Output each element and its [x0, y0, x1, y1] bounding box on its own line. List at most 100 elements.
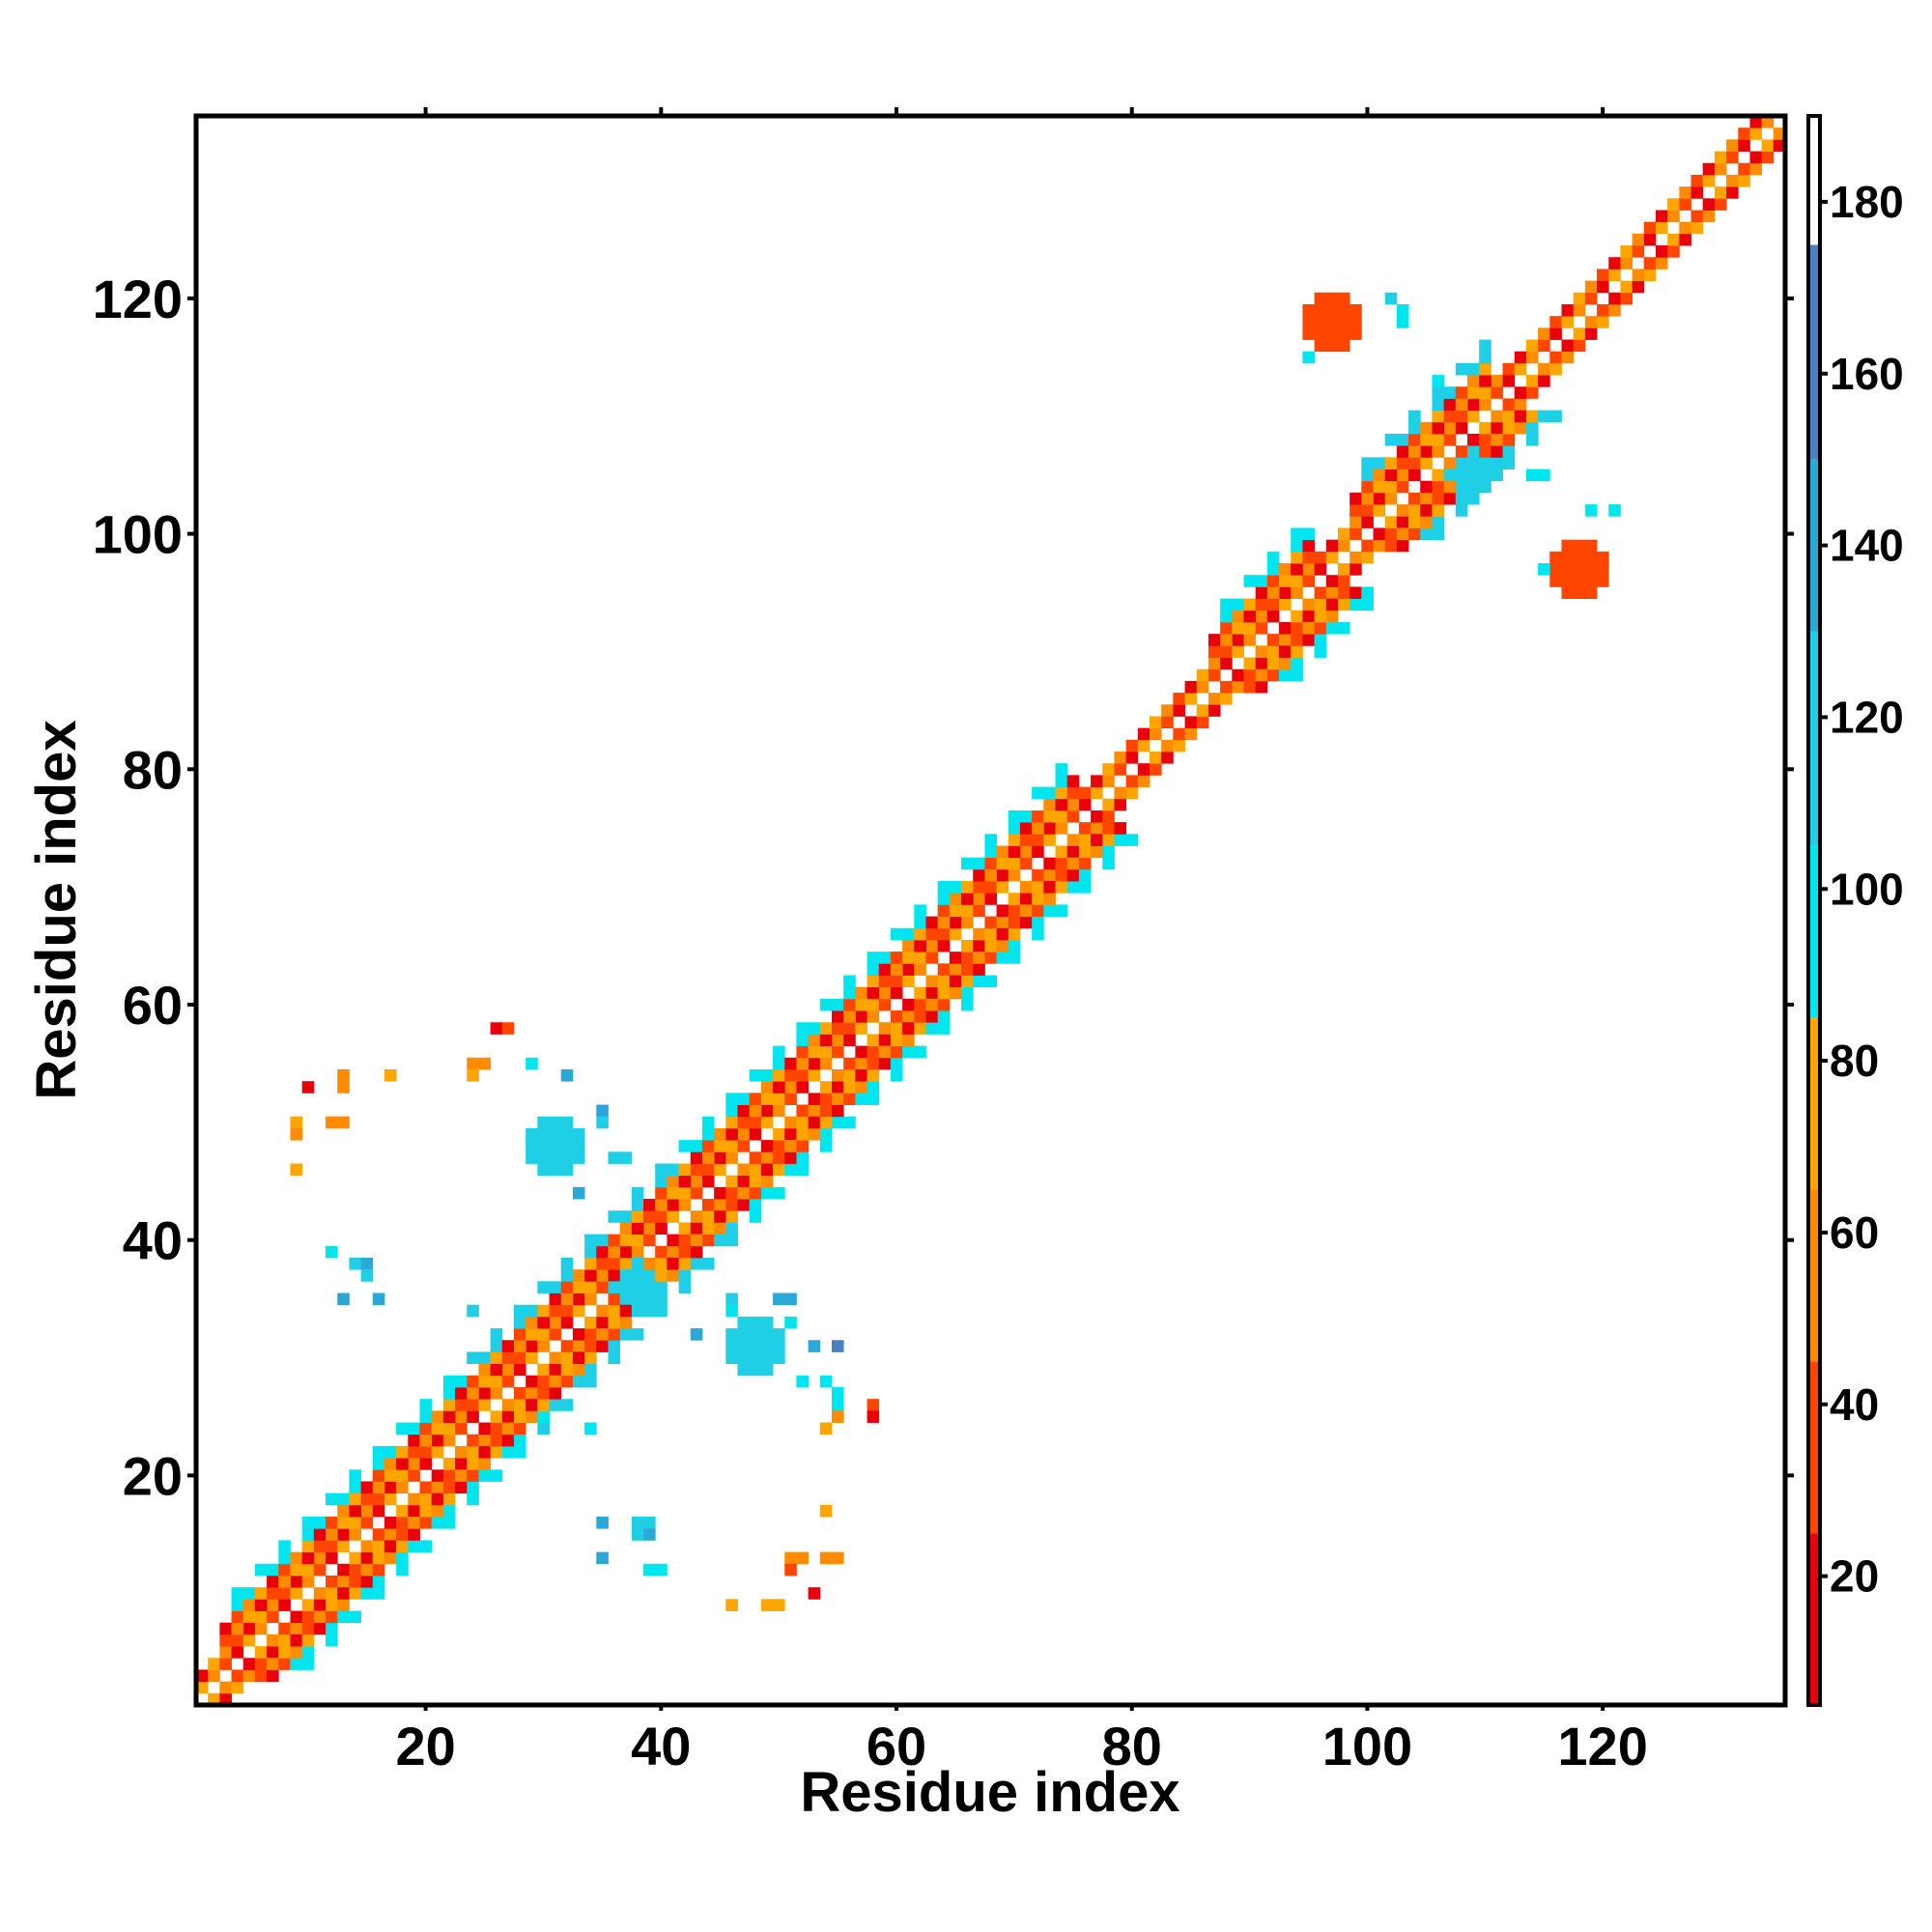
heatmap-cell: [914, 1010, 926, 1023]
heatmap-cell: [1325, 316, 1339, 328]
heatmap-cell: [1008, 857, 1021, 870]
heatmap-cell: [1432, 445, 1445, 458]
heatmap-cell: [890, 986, 903, 1000]
heatmap-cell: [467, 1351, 479, 1365]
heatmap-cell: [1066, 775, 1080, 787]
heatmap-cell: [360, 1492, 374, 1506]
heatmap-cell: [714, 1140, 726, 1152]
heatmap-cell: [961, 916, 974, 929]
heatmap-cell: [560, 1363, 574, 1377]
heatmap-cell: [1549, 316, 1562, 328]
colorbar-band: [1808, 1361, 1820, 1534]
heatmap-cell: [1549, 575, 1562, 587]
heatmap-cell: [219, 1681, 232, 1694]
heatmap-cell: [1325, 292, 1339, 305]
heatmap-cell: [619, 1328, 633, 1341]
heatmap-cell: [1043, 822, 1056, 835]
heatmap-cell: [1479, 386, 1492, 399]
heatmap-cell: [1443, 480, 1457, 494]
heatmap-cell: [961, 998, 974, 1011]
heatmap-cell: [596, 1234, 609, 1247]
heatmap-cell: [1055, 763, 1068, 776]
heatmap-cell: [631, 1293, 644, 1306]
heatmap-cell: [490, 1351, 503, 1365]
heatmap-cell: [560, 1351, 574, 1365]
heatmap-cell: [1019, 904, 1033, 917]
heatmap-cell: [537, 1387, 550, 1400]
heatmap-cell: [760, 1363, 774, 1377]
heatmap-cell: [1479, 362, 1492, 376]
heatmap-cell: [1019, 810, 1033, 823]
heatmap-cell: [290, 1563, 303, 1577]
heatmap-cell: [431, 1445, 444, 1459]
heatmap-cell: [631, 1281, 644, 1293]
heatmap-cell: [1032, 845, 1044, 859]
heatmap-cell: [455, 1399, 468, 1411]
heatmap-cell: [749, 1340, 762, 1352]
y-axis-title: Residue index: [25, 720, 88, 1099]
heatmap-cell: [1538, 469, 1550, 482]
heatmap-cell: [242, 1587, 256, 1600]
heatmap-cell: [1161, 716, 1174, 729]
heatmap-cell: [1420, 434, 1433, 446]
heatmap-cell: [267, 1575, 279, 1588]
heatmap-cell: [1291, 586, 1303, 599]
heatmap-cell: [760, 1340, 774, 1352]
heatmap-cell: [337, 1069, 350, 1082]
heatmap-cell: [1525, 339, 1539, 353]
heatmap-cell: [1396, 516, 1409, 528]
heatmap-cell: [1291, 575, 1303, 587]
heatmap-cell: [890, 1022, 903, 1035]
heatmap-cell: [549, 1281, 562, 1293]
heatmap-cell: [819, 1551, 833, 1565]
heatmap-cell: [832, 1399, 844, 1411]
heatmap-cell: [631, 1186, 644, 1200]
heatmap-cell: [1408, 410, 1421, 423]
heatmap-cell: [1620, 292, 1633, 305]
heatmap-cell: [396, 1445, 409, 1459]
heatmap-cell: [808, 1069, 821, 1082]
heatmap-cell: [396, 1469, 409, 1482]
heatmap-cell: [372, 1458, 385, 1470]
heatmap-cell: [337, 1116, 350, 1129]
heatmap-cell: [832, 1410, 844, 1423]
heatmap-cell: [1455, 386, 1468, 399]
heatmap-cell: [1396, 504, 1409, 517]
heatmap-cell: [784, 1293, 797, 1306]
heatmap-cell: [1584, 292, 1598, 305]
heatmap-cell: [631, 1199, 644, 1211]
heatmap-cell: [608, 1328, 621, 1341]
heatmap-cell: [1597, 316, 1609, 328]
heatmap-cell: [725, 1328, 738, 1341]
heatmap-cell: [1196, 704, 1209, 717]
heatmap-cell: [1196, 680, 1209, 694]
heatmap-cell: [1125, 775, 1139, 787]
heatmap-cell: [242, 1599, 256, 1611]
heatmap-cell: [442, 1375, 456, 1388]
heatmap-cell: [878, 1034, 892, 1047]
heatmap-cell: [1266, 610, 1280, 623]
heatmap-cell: [1538, 410, 1550, 423]
heatmap-cell: [1432, 492, 1445, 505]
heatmap-cell: [714, 1127, 726, 1141]
heatmap-cell: [537, 1363, 550, 1377]
heatmap-cell: [1573, 292, 1586, 305]
heatmap-cell: [832, 1387, 844, 1400]
heatmap-cell: [1361, 504, 1374, 517]
heatmap-cell: [372, 1469, 385, 1482]
heatmap-cell: [349, 1610, 361, 1624]
heatmap-cell: [1055, 881, 1068, 894]
heatmap-cell: [1291, 621, 1303, 635]
heatmap-cell: [855, 998, 867, 1011]
heatmap-cell: [608, 1210, 621, 1223]
heatmap-cell: [1549, 327, 1562, 340]
heatmap-cell: [1396, 445, 1409, 458]
heatmap-cell: [949, 881, 962, 894]
heatmap-cell: [1279, 657, 1292, 670]
heatmap-cell: [396, 1481, 409, 1494]
heatmap-cell: [784, 1127, 797, 1141]
heatmap-cell: [408, 1469, 420, 1482]
heatmap-cell: [596, 1245, 609, 1259]
heatmap-cell: [714, 1186, 726, 1200]
x-tick-label: 20: [395, 1716, 455, 1776]
